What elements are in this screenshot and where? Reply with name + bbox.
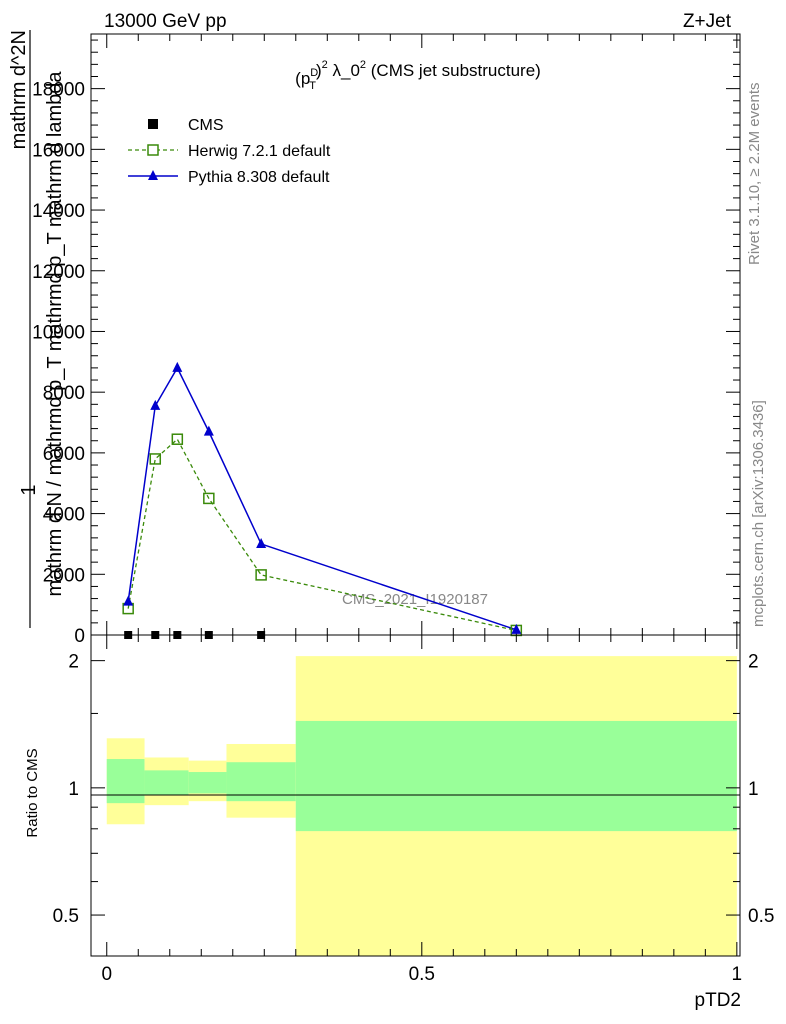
herwig-point	[255, 569, 267, 581]
legend-herwig-marker	[147, 144, 159, 156]
x-tick-label: 0	[101, 964, 112, 985]
main-y-tick-label: 8000	[43, 383, 85, 404]
ratio-frame	[90, 634, 741, 957]
plot-title-part: )	[316, 61, 322, 80]
ratio-y-tick-label: 1	[68, 779, 79, 800]
header-right: Z+Jet	[683, 11, 732, 32]
ratio-inner-band	[144, 770, 189, 796]
ratio-y-ticks: 0.5 0.5 1 1 2 2	[53, 652, 775, 927]
legend-cms-marker	[148, 119, 158, 129]
ratio-y-tick-label: 2	[68, 652, 79, 673]
x-tick-label: 0.5	[409, 964, 435, 985]
pythia-line	[127, 366, 517, 631]
ratio-y-tick-label-right: 1	[748, 779, 759, 800]
ratio-inner-band	[295, 720, 737, 832]
pythia-point	[150, 399, 161, 410]
legend-pythia-marker	[148, 170, 158, 180]
plot-title: (pD T)2 λ_02 (CMS jet substructure)	[295, 59, 541, 92]
ratio-y-tick-label-right: 0.5	[748, 906, 774, 927]
plot-title-part: T	[309, 80, 316, 92]
main-y-tick-label: 0	[74, 626, 85, 647]
ratio-inner-band	[106, 759, 145, 804]
main-y-tick-label: 16000	[32, 140, 85, 161]
legend-label: CMS	[188, 117, 224, 134]
main-y-ticks: 0 2000 4000 6000 8000 10000 12000 14000 16000 180…	[32, 39, 740, 647]
watermark: CMS_2021_I1920187	[342, 591, 488, 608]
herwig-point	[149, 453, 162, 465]
main-x-ticks	[106, 34, 738, 635]
pythia-point	[256, 537, 267, 548]
ratio-bands	[106, 656, 737, 956]
main-y-tick-label: 10000	[32, 322, 85, 343]
main-y-axis-label: 1 mathrm d N / mathrmd p_T mathrmd p_T ma…	[8, 30, 66, 628]
herwig-point	[203, 492, 215, 505]
ratio-y-tick-label: 0.5	[53, 906, 79, 927]
ratio-y-tick-label-right: 2	[748, 652, 759, 673]
main-plot: 1 mathrm d N / mathrmd p_T mathrmd p_T ma…	[8, 30, 741, 647]
main-y-label-line: mathrm d N / mathrmd p_T mathrmd p_T mat…	[44, 71, 66, 597]
side-label-top: Rivet 3.1.10, ≥ 2.2M events	[746, 83, 763, 266]
herwig-line	[127, 438, 517, 632]
pythia-point	[203, 425, 214, 436]
plot-title-part: 2	[360, 59, 366, 71]
ratio-x-ticks: 0 0.5 1	[101, 635, 742, 985]
main-y-tick-label: 14000	[32, 201, 85, 222]
pythia-point	[172, 361, 183, 372]
ratio-inner-band	[188, 772, 227, 794]
main-y-tick-label: 12000	[32, 262, 85, 283]
pythia-point	[123, 595, 134, 606]
pythia-point	[511, 623, 522, 634]
ratio-plot: 0.5 0.51 12 2 0 0.5 1 Ratio to CMS pTD2	[24, 634, 775, 1011]
legend-label: Pythia 8.308 default	[188, 169, 330, 186]
plot-title-part: D	[310, 67, 318, 79]
legend: CMS Herwig 7.2.1 default Pythia 8.308 defa…	[128, 117, 331, 186]
x-tick-label: 1	[732, 964, 743, 985]
side-label-bottom: mcplots.cern.ch [arXiv:1306.3436]	[750, 400, 767, 627]
main-y-label-line: 1	[18, 484, 40, 495]
herwig-point	[171, 433, 184, 445]
ratio-y-axis-label: Ratio to CMS	[24, 748, 41, 837]
main-y-tick-label: 6000	[43, 444, 85, 465]
plot-title-part: λ_0	[328, 61, 360, 80]
main-y-tick-label: 18000	[32, 80, 85, 101]
plot-title-part: 2	[322, 59, 328, 71]
main-y-label-line: mathrm d^2N	[8, 30, 30, 149]
header-left: 13000 GeV pp	[104, 11, 227, 32]
plot-title-part: (p	[295, 69, 310, 88]
legend-label: Herwig 7.2.1 default	[188, 143, 331, 160]
plot-title-part: (CMS jet substructure)	[366, 61, 541, 80]
main-y-tick-label: 2000	[43, 565, 85, 586]
x-axis-label: pTD2	[695, 990, 741, 1011]
main-y-tick-label: 4000	[43, 505, 85, 526]
